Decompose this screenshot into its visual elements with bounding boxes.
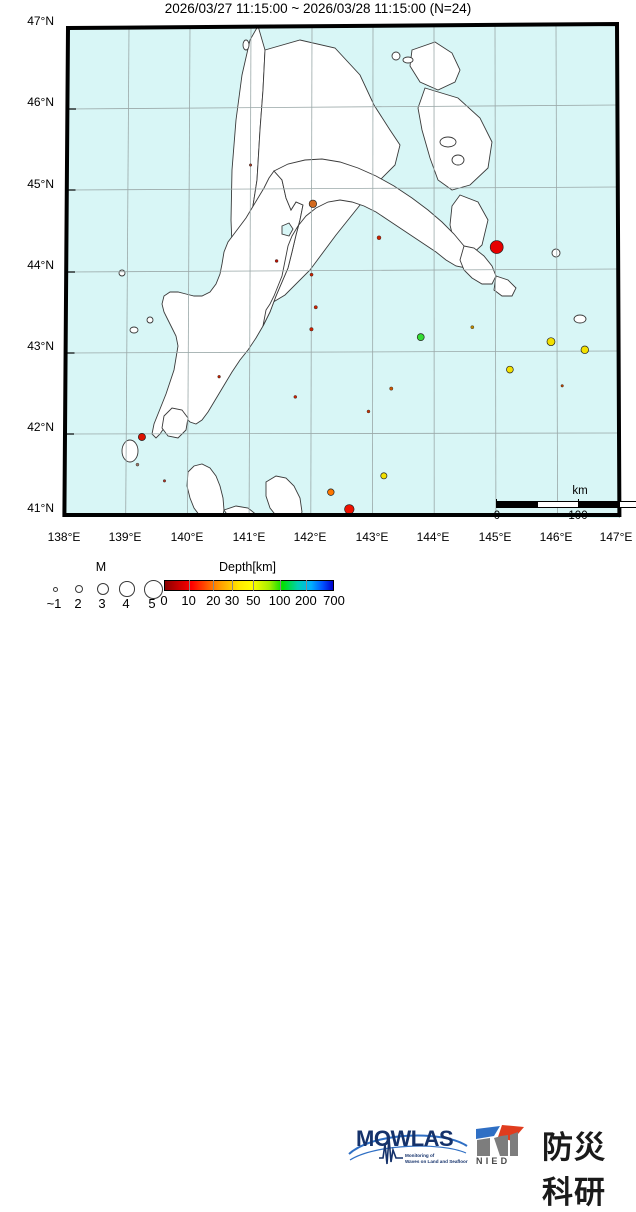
mowlas-logo: MOWLAS Monitoring of Waves on Land and S… bbox=[347, 1124, 469, 1169]
magnitude-value-label: 4 bbox=[114, 596, 138, 611]
scale-bar-track bbox=[496, 501, 636, 508]
lon-label-140E: 140°E bbox=[163, 530, 211, 544]
mowlas-subtitle-line1: Monitoring of bbox=[405, 1153, 434, 1158]
lon-label-143E: 143°E bbox=[348, 530, 396, 544]
lat-label-47N: 47°N bbox=[2, 14, 54, 28]
epicenter-marker[interactable] bbox=[381, 473, 387, 479]
epicenter-marker[interactable] bbox=[471, 326, 474, 329]
magnitude-symbol-1 bbox=[53, 587, 58, 592]
lon-label-138E: 138°E bbox=[40, 530, 88, 544]
scale-tick-100: 100 bbox=[558, 510, 598, 522]
lat-label-45N: 45°N bbox=[2, 177, 54, 191]
magnitude-value-label: 3 bbox=[90, 596, 114, 611]
epicenter-marker[interactable] bbox=[163, 480, 166, 483]
mowlas-subtitle-line2: Waves on Land and Seafloor bbox=[405, 1159, 468, 1164]
epicenter-marker[interactable] bbox=[314, 306, 317, 309]
lon-label-144E: 144°E bbox=[409, 530, 457, 544]
epicenter-marker[interactable] bbox=[417, 334, 424, 341]
depth-tick bbox=[253, 580, 254, 591]
epicenter-marker[interactable] bbox=[249, 164, 252, 167]
epicenter-marker[interactable] bbox=[136, 463, 139, 466]
depth-tick bbox=[232, 580, 233, 591]
nied-logo-mark bbox=[474, 1123, 536, 1159]
lat-label-44N: 44°N bbox=[2, 258, 54, 272]
magnitude-legend-heading: M bbox=[36, 560, 166, 574]
epicenter-marker[interactable] bbox=[506, 366, 513, 373]
epicenter-marker[interactable] bbox=[294, 395, 297, 398]
nied-kanji-name: 防災科研 bbox=[542, 1122, 634, 1212]
lon-label-142E: 142°E bbox=[286, 530, 334, 544]
magnitude-value-label: ~1 bbox=[42, 596, 66, 611]
magnitude-value-label: 2 bbox=[66, 596, 90, 611]
lon-label-145E: 145°E bbox=[471, 530, 519, 544]
depth-tick bbox=[306, 580, 307, 591]
lat-label-43N: 43°N bbox=[2, 339, 54, 353]
nied-acronym: NIED bbox=[476, 1156, 510, 1166]
mowlas-wordmark: MOWLAS bbox=[356, 1126, 453, 1152]
epicenter-marker[interactable] bbox=[490, 241, 503, 254]
scale-tick-0: 0 bbox=[477, 510, 517, 522]
lon-label-146E: 146°E bbox=[532, 530, 580, 544]
nied-logo: NIED 防災科研 bbox=[474, 1123, 634, 1169]
epicenter-marker[interactable] bbox=[275, 259, 278, 262]
epicenter-marker[interactable] bbox=[581, 346, 589, 354]
lat-label-42N: 42°N bbox=[2, 420, 54, 434]
magnitude-symbol-3 bbox=[97, 583, 109, 595]
epicenter-marker[interactable] bbox=[328, 489, 335, 496]
depth-tick-label: 700 bbox=[318, 593, 350, 608]
epicenter-marker[interactable] bbox=[218, 375, 221, 378]
epicenter-marker[interactable] bbox=[310, 273, 313, 276]
lon-label-147E: 147°E bbox=[592, 530, 636, 544]
magnitude-symbol-2 bbox=[75, 585, 84, 594]
epicenter-marker[interactable] bbox=[561, 385, 564, 388]
depth-tick bbox=[280, 580, 281, 591]
seismic-map-page: 2026/03/27 11:15:00 ~ 2026/03/28 11:15:0… bbox=[0, 0, 636, 611]
map-panel[interactable]: km 0 100 200 bbox=[60, 20, 622, 525]
depth-tick bbox=[213, 580, 214, 591]
lat-label-46N: 46°N bbox=[2, 95, 54, 109]
map-canvas[interactable] bbox=[60, 20, 622, 525]
lon-label-139E: 139°E bbox=[101, 530, 149, 544]
depth-tick-label: 50 bbox=[242, 593, 264, 608]
depth-tick-label: 30 bbox=[221, 593, 243, 608]
epicenter-marker[interactable] bbox=[377, 236, 381, 240]
depth-tick bbox=[189, 580, 190, 591]
depth-tick-label: 0 bbox=[156, 593, 172, 608]
depth-legend-heading: Depth[km] bbox=[157, 560, 338, 574]
epicenter-marker[interactable] bbox=[390, 387, 393, 390]
epicenter-marker[interactable] bbox=[547, 338, 555, 346]
epicenter-marker[interactable] bbox=[345, 505, 355, 515]
epicenter-marker[interactable] bbox=[310, 327, 314, 331]
lon-label-141E: 141°E bbox=[225, 530, 273, 544]
page-title: 2026/03/27 11:15:00 ~ 2026/03/28 11:15:0… bbox=[0, 1, 636, 16]
depth-tick-label: 10 bbox=[178, 593, 200, 608]
scale-unit-label: km bbox=[496, 485, 636, 497]
magnitude-symbol-4 bbox=[119, 581, 135, 597]
epicenter-marker[interactable] bbox=[309, 200, 317, 208]
epicenter-marker[interactable] bbox=[138, 433, 145, 440]
lat-label-41N: 41°N bbox=[2, 501, 54, 515]
epicenter-marker[interactable] bbox=[367, 410, 370, 413]
